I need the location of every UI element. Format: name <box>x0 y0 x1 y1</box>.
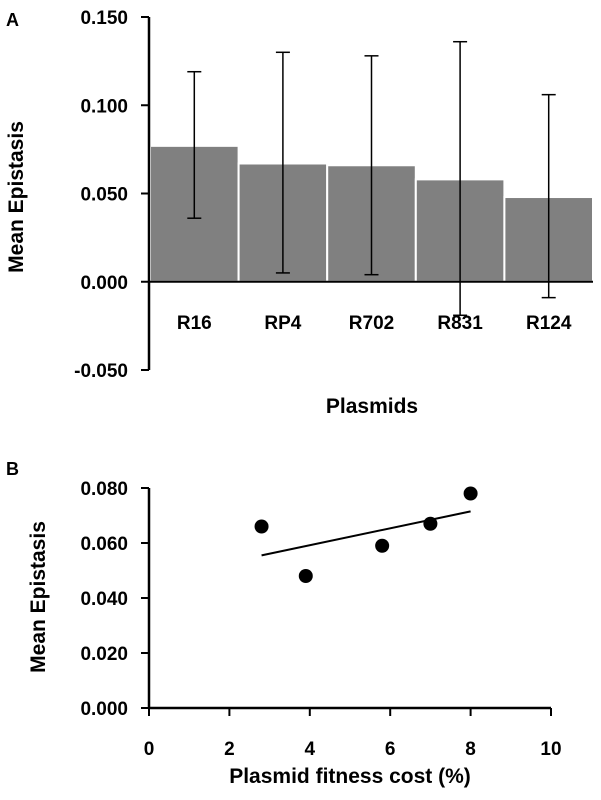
trendline <box>261 510 471 557</box>
panel-a-label: A <box>6 10 19 30</box>
x-axis-title: Plasmids <box>326 395 418 418</box>
trendline-group <box>261 510 471 557</box>
y-tick-labels: 0.000 0.020 0.040 0.060 0.080 <box>80 479 128 720</box>
y-tick-label: 0.000 <box>80 699 128 720</box>
category-labels: R16 RP4 R702 R831 R124 <box>177 313 572 334</box>
y-axis-title: Mean Epistasis <box>5 121 28 273</box>
x-axis-title: Plasmid fitness cost (%) <box>229 765 471 788</box>
y-tick-label: 0.150 <box>80 8 128 29</box>
point-group <box>254 486 478 583</box>
data-point <box>423 516 438 531</box>
x-tick-label: 2 <box>224 739 235 760</box>
y-tick-label: 0.000 <box>80 273 128 294</box>
y-tick-label: -0.050 <box>74 361 128 382</box>
category-label: R702 <box>349 313 394 334</box>
category-label: R16 <box>177 313 212 334</box>
y-tick-label: 0.080 <box>80 479 128 500</box>
y-axis-title: Mean Epistasis <box>27 521 50 673</box>
data-point <box>375 538 390 553</box>
category-label: R831 <box>437 313 483 334</box>
y-tick-label: 0.100 <box>80 96 128 117</box>
category-label: RP4 <box>264 313 301 334</box>
y-tick-label: 0.050 <box>80 185 128 206</box>
x-tick-label: 6 <box>385 739 396 760</box>
x-tick-labels: 0 2 4 6 8 10 <box>144 739 562 760</box>
y-tick-label: 0.060 <box>80 534 128 555</box>
x-tick-label: 4 <box>305 739 316 760</box>
category-label: R124 <box>526 313 572 334</box>
axes <box>141 16 593 371</box>
y-tick-label: 0.040 <box>80 589 128 610</box>
data-point <box>298 569 313 583</box>
x-tick-label: 8 <box>465 739 476 760</box>
y-tick-labels: -0.050 0.000 0.050 0.100 0.150 <box>74 8 128 382</box>
x-tick-label: 0 <box>144 739 155 760</box>
panel-b: B 0.000 0.020 0.040 0.060 0.080 0 2 4 6 8 10 Mean… <box>6 459 562 788</box>
data-point <box>254 519 269 534</box>
axes <box>141 487 552 716</box>
y-tick-label: 0.020 <box>80 644 128 665</box>
error-bar-group <box>187 40 556 317</box>
x-tick-label: 10 <box>540 739 561 760</box>
data-point <box>463 486 478 501</box>
panel-b-label: B <box>6 459 19 479</box>
